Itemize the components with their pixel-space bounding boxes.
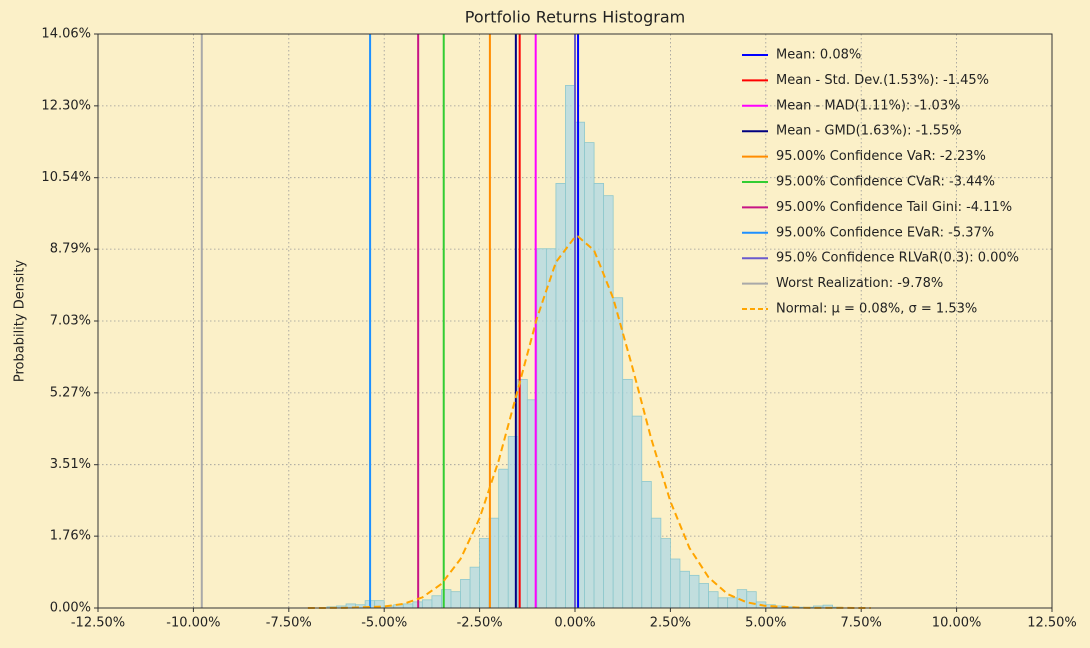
x-tick-label: -2.50% (457, 616, 503, 631)
histogram-bar (565, 85, 576, 609)
y-tick-label: 8.79% (50, 242, 91, 257)
histogram-bar (708, 591, 719, 609)
histogram-bar (717, 597, 729, 609)
x-tick-label: -12.50% (71, 616, 125, 631)
x-tick-label: 12.50% (1027, 616, 1077, 631)
histogram-bar (479, 538, 490, 609)
x-tick-label: 0.00% (554, 616, 595, 631)
legend-label: 95.0% Confidence RLVaR(0.3): 0.00% (776, 251, 1019, 266)
normal-curve (307, 235, 871, 609)
histogram-bar (727, 597, 738, 609)
histogram-bar (431, 595, 442, 609)
histogram-bar (660, 538, 671, 609)
histogram-bar (545, 248, 557, 609)
legend-label: 95.00% Confidence Tail Gini: -4.11% (776, 200, 1012, 215)
y-tick-label: 3.51% (50, 457, 91, 472)
histogram-bar (584, 142, 595, 609)
plot-frame (97, 33, 1053, 609)
x-tick-label: -7.50% (266, 616, 312, 631)
legend-label: 95.00% Confidence VaR: -2.23% (776, 149, 986, 164)
y-tick-label: 10.54% (41, 170, 91, 185)
histogram-bar (698, 583, 709, 609)
legend-label: Mean - Std. Dev.(1.53%): -1.45% (776, 73, 989, 88)
histogram-bar (536, 248, 547, 609)
x-tick-label: 2.50% (650, 616, 691, 631)
histogram-bar (689, 574, 700, 609)
y-tick-label: 1.76% (50, 529, 91, 544)
legend-label: Worst Realization: -9.78% (776, 276, 943, 291)
histogram-bar (402, 603, 414, 609)
histogram-bar (450, 591, 461, 609)
legend-label: 95.00% Confidence CVaR: -3.44% (776, 175, 995, 190)
histogram-bar (593, 183, 605, 609)
chart-title: Portfolio Returns Histogram (465, 8, 685, 27)
histogram-bar (746, 591, 757, 609)
legend-label: Mean - GMD(1.63%): -1.55% (776, 124, 962, 139)
histogram-bar (574, 121, 585, 609)
y-axis-label: Probability Density (13, 260, 28, 383)
legend: Mean: 0.08% Mean - Std. Dev.(1.53%): -1.4… (742, 48, 1019, 317)
histogram-bar (469, 566, 480, 609)
histogram-bar (460, 579, 471, 609)
histogram-bar (670, 558, 681, 609)
y-tick-label: 12.30% (41, 98, 91, 113)
legend-label: Normal: μ = 0.08%, σ = 1.53% (776, 302, 977, 317)
histogram-bar (679, 570, 690, 609)
x-tick-label: -5.00% (361, 616, 407, 631)
histogram-bar (641, 481, 652, 609)
histogram-bar (622, 378, 633, 609)
x-tick-label: 5.00% (745, 616, 786, 631)
y-tick-label: 0.00% (50, 601, 91, 616)
y-tick-label: 14.06% (41, 27, 91, 42)
x-tick-label: 10.00% (932, 616, 982, 631)
histogram-bar (498, 468, 509, 609)
histogram-bar (555, 183, 566, 609)
y-tick-label: 5.27% (50, 385, 91, 400)
legend-label: 95.00% Confidence EVaR: -5.37% (776, 225, 994, 240)
x-tick-label: 7.50% (841, 616, 882, 631)
y-tick-label: 7.03% (50, 314, 91, 329)
x-tick-label: -10.00% (166, 616, 220, 631)
histogram-bar (631, 415, 643, 609)
legend-label: Mean: 0.08% (776, 48, 861, 63)
histogram-bar (421, 599, 433, 609)
histogram-bar (650, 517, 662, 609)
histogram-bar (612, 297, 624, 609)
histogram-bar (603, 195, 614, 609)
legend-label: Mean - MAD(1.11%): -1.03% (776, 98, 960, 113)
